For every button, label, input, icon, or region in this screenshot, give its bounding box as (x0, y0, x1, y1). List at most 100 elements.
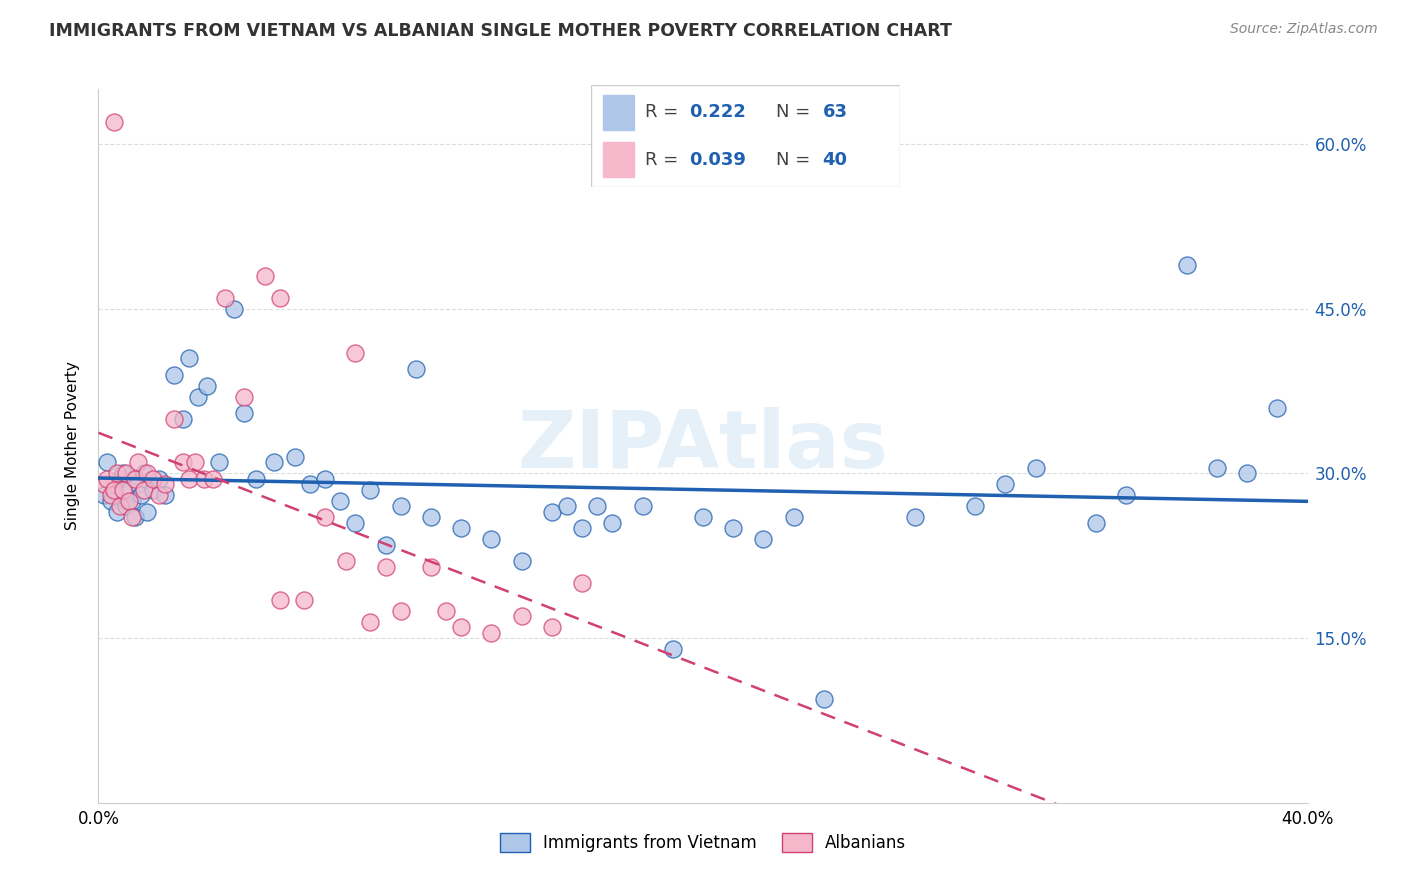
Point (540, 505, 562, 519)
Point (314, 472, 336, 486)
Point (132, 467, 155, 481)
Point (284, 450, 307, 464)
Point (374, 538, 396, 552)
Point (127, 455, 149, 469)
Y-axis label: Single Mother Poverty: Single Mother Poverty (65, 361, 80, 531)
Point (269, 291, 291, 305)
Point (172, 455, 194, 469)
Point (1267, 401, 1289, 415)
Point (263, 455, 285, 469)
Point (195, 378, 218, 392)
Point (314, 510, 336, 524)
Point (121, 494, 143, 508)
Point (105, 467, 128, 481)
Point (434, 604, 457, 618)
Legend: Immigrants from Vietnam, Albanians: Immigrants from Vietnam, Albanians (494, 826, 912, 859)
Point (450, 521, 472, 535)
Point (335, 554, 357, 568)
Point (510, 554, 533, 568)
Point (813, 691, 835, 706)
Point (184, 455, 207, 469)
Point (127, 477, 149, 491)
Point (360, 615, 382, 629)
Text: ZIPAtlas: ZIPAtlas (517, 407, 889, 485)
Bar (603, 95, 634, 130)
Point (202, 472, 225, 486)
Point (142, 472, 165, 486)
Point (193, 472, 215, 486)
Text: N =: N = (776, 103, 815, 121)
Point (1175, 258, 1198, 272)
Point (752, 533, 775, 547)
Point (405, 362, 427, 376)
Point (299, 477, 322, 491)
Point (132, 483, 155, 497)
Point (124, 510, 146, 524)
Point (540, 620, 562, 634)
Point (103, 115, 125, 129)
Point (232, 406, 254, 420)
Point (571, 576, 593, 591)
Point (389, 604, 412, 618)
Point (114, 467, 136, 481)
Point (153, 477, 176, 491)
Point (1236, 467, 1258, 481)
Point (187, 390, 209, 404)
Point (1024, 461, 1046, 475)
Point (135, 467, 157, 481)
Text: Source: ZipAtlas.com: Source: ZipAtlas.com (1230, 22, 1378, 37)
Point (103, 477, 125, 491)
Point (329, 494, 352, 508)
Point (129, 488, 152, 502)
Point (965, 500, 987, 514)
Point (121, 510, 143, 524)
Point (481, 625, 503, 640)
Point (100, 494, 122, 508)
Point (783, 510, 806, 524)
Point (602, 516, 624, 530)
Point (389, 500, 412, 514)
Text: 63: 63 (823, 103, 848, 121)
Point (586, 500, 609, 514)
Point (420, 559, 443, 574)
Point (103, 483, 125, 497)
Point (172, 411, 194, 425)
Point (344, 345, 367, 359)
Point (114, 500, 136, 514)
Point (111, 467, 134, 481)
Point (100, 488, 122, 502)
Point (148, 488, 170, 502)
Text: R =: R = (644, 103, 683, 121)
Point (360, 483, 382, 497)
Point (904, 510, 927, 524)
Point (153, 488, 176, 502)
Point (214, 291, 236, 305)
Point (692, 510, 714, 524)
Point (723, 521, 745, 535)
Point (163, 411, 186, 425)
Point (571, 521, 593, 535)
Point (1206, 461, 1229, 475)
Text: R =: R = (644, 151, 683, 169)
Point (224, 301, 246, 316)
Point (135, 505, 157, 519)
Point (96, 455, 118, 469)
Point (108, 472, 131, 486)
Point (179, 472, 201, 486)
Point (661, 642, 683, 657)
Point (179, 351, 201, 366)
Point (1085, 516, 1108, 530)
Point (253, 268, 276, 283)
Point (118, 494, 141, 508)
Point (208, 455, 231, 469)
Text: 0.039: 0.039 (689, 151, 747, 169)
Point (118, 483, 141, 497)
Point (631, 500, 654, 514)
Point (555, 500, 578, 514)
Point (420, 510, 443, 524)
Point (96, 472, 118, 486)
Point (142, 483, 165, 497)
Text: 0.222: 0.222 (689, 103, 747, 121)
Point (163, 368, 186, 382)
Point (510, 609, 533, 624)
